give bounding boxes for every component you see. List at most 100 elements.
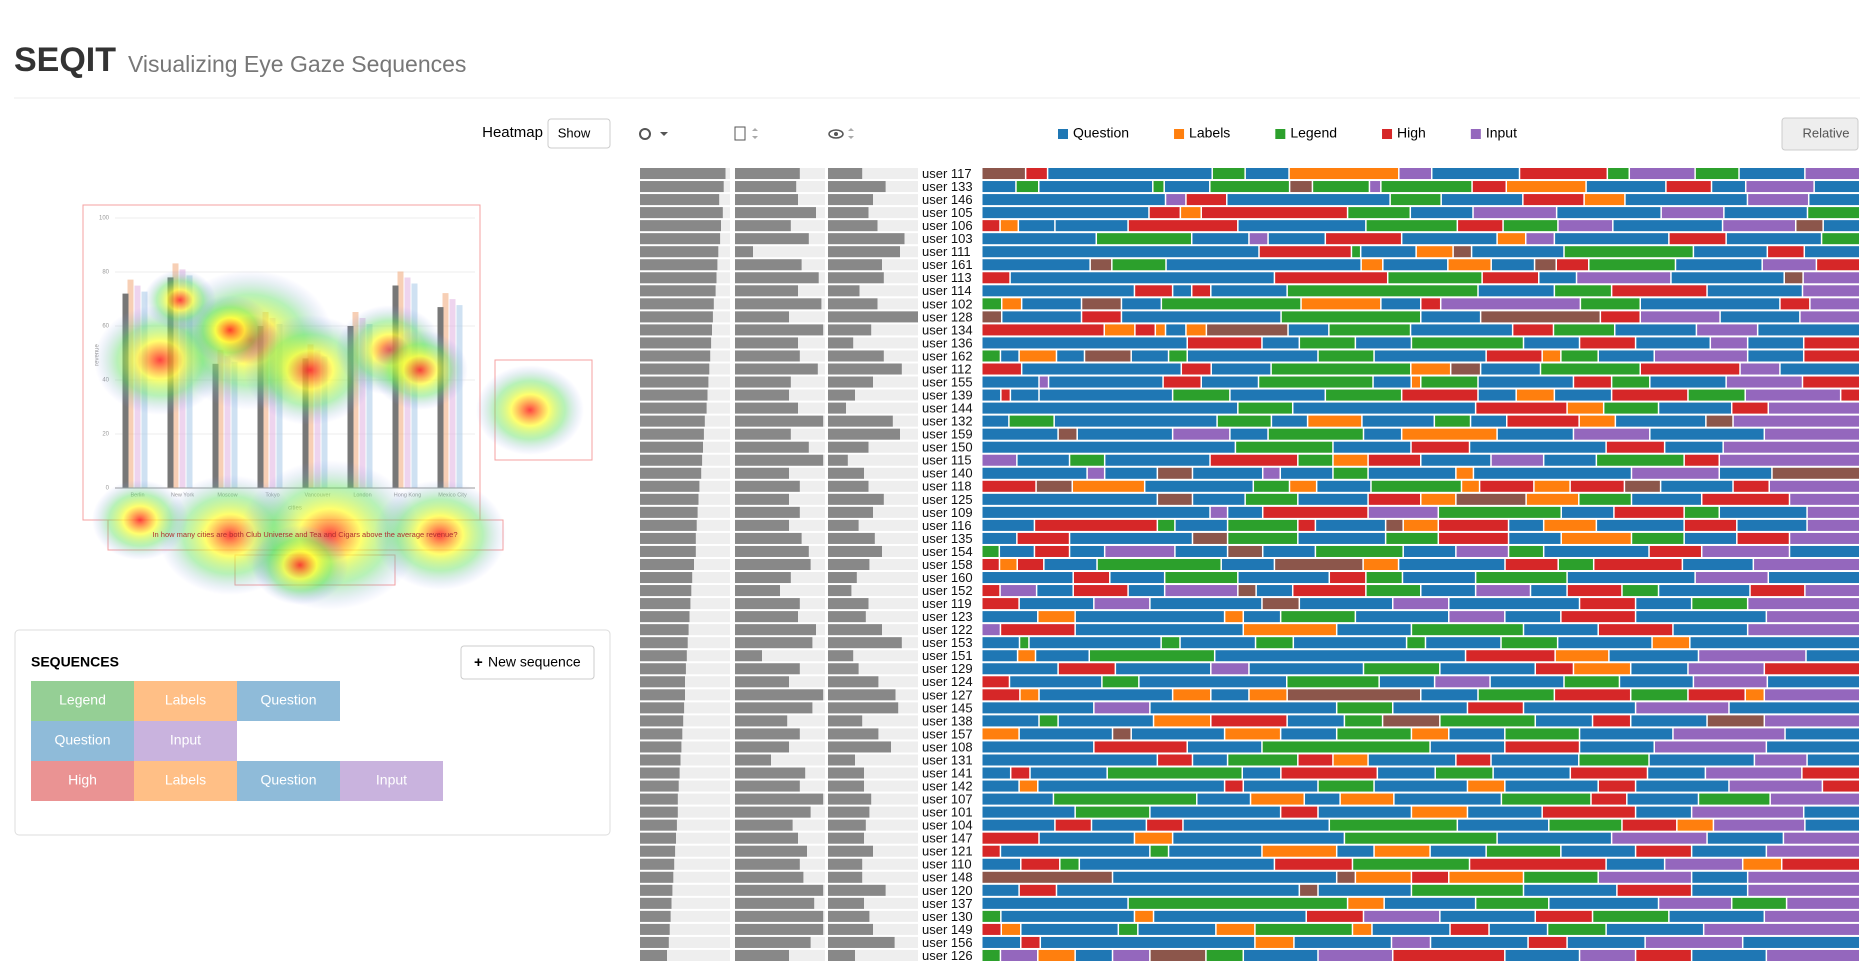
eye-pupil[interactable] <box>834 132 838 136</box>
settings-icon[interactable] <box>639 128 651 140</box>
gaze-segment <box>1435 676 1490 688</box>
toolbar-icons[interactable] <box>639 126 854 141</box>
metric-bar <box>640 272 717 284</box>
heatmap-toggle[interactable] <box>547 118 611 149</box>
gaze-segment <box>1421 454 1491 466</box>
metric-bar <box>640 207 723 219</box>
heatmap-toggle-text[interactable]: Show <box>558 125 591 140</box>
gaze-segment <box>1474 467 1631 479</box>
gaze-segment <box>1613 220 1722 232</box>
gaze-segment <box>1707 285 1802 297</box>
gaze-segment <box>1245 493 1298 505</box>
metric-bar <box>735 311 789 323</box>
gaze-segment <box>1449 871 1523 883</box>
gaze-segment <box>1800 311 1859 323</box>
caret[interactable] <box>660 132 668 136</box>
gaze-segment <box>1421 585 1475 597</box>
user-label: user 151 <box>922 648 973 663</box>
metric-bar <box>640 298 714 310</box>
gaze-segment <box>1594 558 1682 571</box>
metric-bar <box>828 324 872 336</box>
gaze-segment <box>1073 572 1110 584</box>
gaze-segment <box>1516 389 1554 401</box>
new-sequence-button[interactable] <box>460 645 595 680</box>
user-label: user 161 <box>922 257 973 272</box>
gaze-segment <box>1486 845 1561 857</box>
gaze-segment <box>1300 337 1355 349</box>
gaze-segment <box>1669 910 1764 922</box>
metric-bar <box>735 558 811 571</box>
metric-bar <box>640 454 703 466</box>
gaze-segment <box>1694 246 1767 258</box>
metric-bar <box>828 350 884 362</box>
new-sequence-text[interactable]: New sequence <box>488 654 581 670</box>
gaze-segment <box>1814 181 1859 193</box>
user-label: user 103 <box>922 231 973 246</box>
gaze-segment <box>1684 506 1719 518</box>
gaze-segment <box>1161 637 1180 649</box>
user-label: user 131 <box>922 752 973 767</box>
eye-icon[interactable] <box>828 129 844 139</box>
gaze-segment <box>1692 806 1803 818</box>
metric-bg <box>640 806 730 818</box>
gaze-segment <box>1531 585 1567 597</box>
gaze-segment <box>1567 585 1622 597</box>
gaze-segment <box>1054 415 1217 427</box>
gaze-segment <box>1435 415 1470 427</box>
legend-swatch <box>1174 129 1185 139</box>
gaze-segment <box>1692 598 1747 610</box>
gaze-segment <box>982 376 1039 388</box>
user-label: user 110 <box>922 857 972 872</box>
user-label: user 134 <box>922 322 973 337</box>
gaze-segment <box>1215 650 1465 662</box>
sort-icon[interactable] <box>752 128 758 139</box>
metric-bar <box>828 585 852 597</box>
doc-icon[interactable] <box>734 126 746 141</box>
metric-bar <box>640 806 678 818</box>
gaze-segment <box>1790 532 1859 544</box>
gaze-segment <box>1580 598 1635 610</box>
gaze-segment <box>1017 454 1069 466</box>
gaze-segment <box>1386 519 1403 531</box>
metric-bar <box>640 793 678 805</box>
gaze-segment <box>1449 611 1505 623</box>
metric-bar <box>828 871 863 883</box>
gaze-segment <box>1683 558 1753 571</box>
plus-icon[interactable]: + <box>474 654 483 671</box>
relative-toggle[interactable] <box>1781 117 1859 151</box>
metric-bar <box>828 337 854 349</box>
metric-bar <box>828 545 882 557</box>
gaze-segment <box>1765 663 1859 675</box>
gaze-segment <box>1636 598 1691 610</box>
gaze-segment <box>1577 272 1671 284</box>
relative-toggle-text[interactable]: Relative <box>1803 125 1850 140</box>
gaze-segment <box>982 428 1058 440</box>
gaze-segment <box>1641 363 1740 375</box>
gaze-segment <box>1116 663 1211 675</box>
gaze-segment <box>1655 350 1747 362</box>
gaze-segment <box>1340 793 1394 805</box>
gaze-segment <box>1544 545 1649 557</box>
gaze-segment <box>1458 220 1503 232</box>
sort-icon[interactable] <box>848 128 854 139</box>
gaze-segment <box>1631 689 1688 701</box>
gaze-segment <box>1011 389 1039 401</box>
gaze-segment <box>1720 454 1859 466</box>
gaze-segment <box>1739 168 1805 180</box>
gaze-segment <box>1368 454 1420 466</box>
heatmap-label: Heatmap <box>482 124 543 141</box>
metric-bar <box>640 493 699 505</box>
gaze-segment <box>1374 350 1486 362</box>
sequence-chip-text: Question <box>54 732 110 748</box>
metric-bar <box>640 558 694 571</box>
metric-bar <box>640 663 686 675</box>
user-label: user 115 <box>922 453 972 468</box>
user-label: user 150 <box>922 440 973 455</box>
gaze-segment <box>1228 519 1298 531</box>
gaze-segment <box>1636 702 1729 714</box>
gaze-segment <box>982 793 1053 805</box>
gaze-segment <box>1606 858 1664 870</box>
gaze-segment <box>1466 650 1555 662</box>
metric-bar <box>735 871 804 883</box>
gaze-segment <box>1022 298 1081 310</box>
